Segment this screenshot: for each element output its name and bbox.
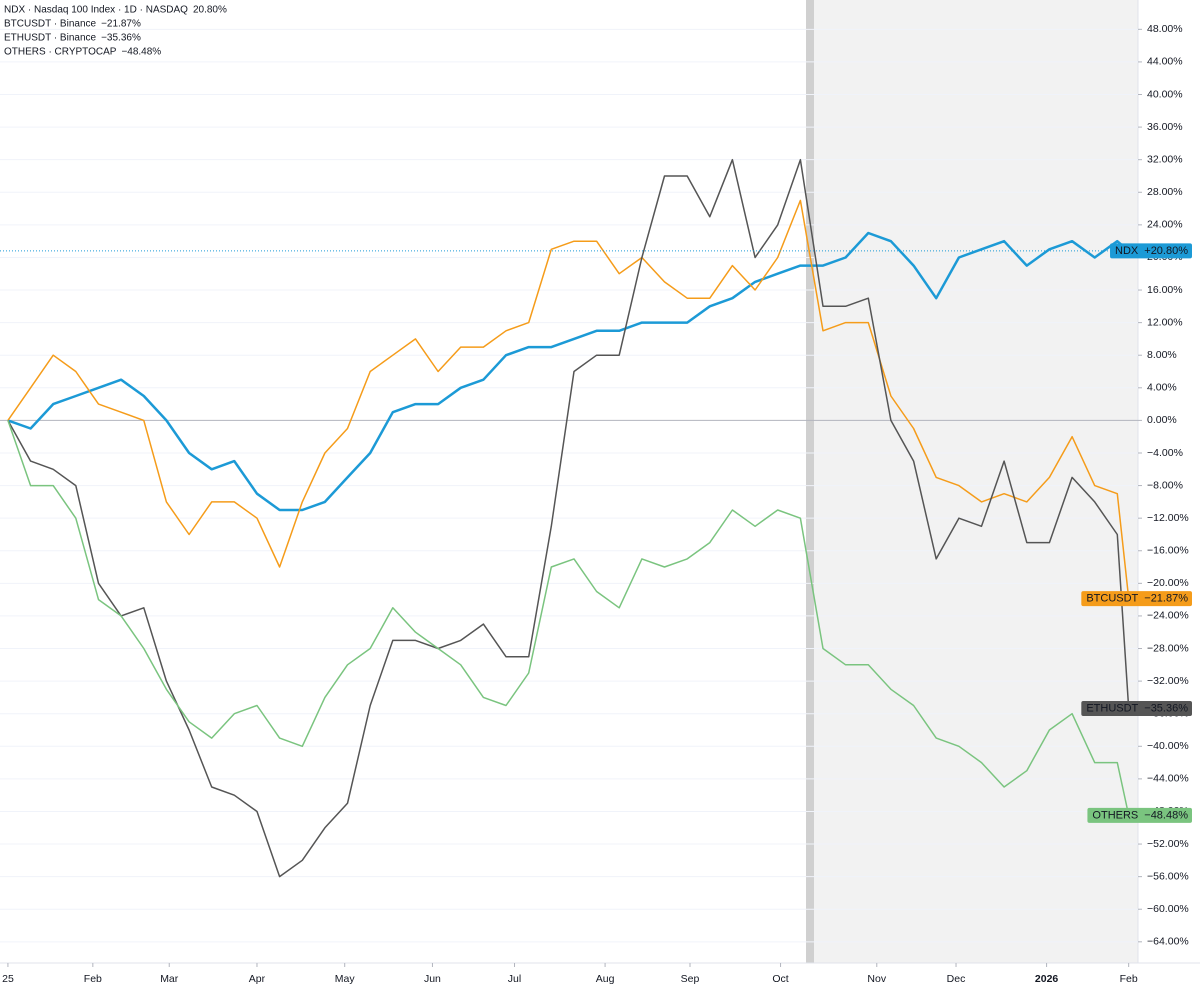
legend-value: −21.87% [101, 19, 141, 30]
y-tick-label: 12.00% [1147, 316, 1183, 328]
price-tag-value: −48.48% [1144, 809, 1188, 821]
y-tick-label: −32.00% [1147, 675, 1189, 687]
y-tick-label: 40.00% [1147, 88, 1183, 100]
y-tick-label: −24.00% [1147, 610, 1189, 622]
y-tick-label: 24.00% [1147, 219, 1183, 231]
y-tick-label: −40.00% [1147, 740, 1189, 752]
series-line [7, 231, 1130, 512]
series-line [7, 420, 1130, 816]
y-tick-label: −8.00% [1147, 479, 1183, 491]
x-tick-label: Mar [160, 973, 179, 985]
y-tick-label: 32.00% [1147, 153, 1183, 165]
legend-value: −35.36% [101, 33, 141, 44]
price-tag-name: BTCUSDT [1086, 592, 1138, 604]
x-tick-label: Aug [596, 973, 615, 985]
price-tag-name: NDX [1115, 245, 1139, 257]
x-tick-label: 2026 [1035, 973, 1059, 985]
legend-name: NDX · Nasdaq 100 Index · 1D · NASDAQ [4, 5, 188, 16]
y-tick-label: −20.00% [1147, 577, 1189, 589]
y-tick-label: 16.00% [1147, 284, 1183, 296]
y-tick-label: −52.00% [1147, 838, 1189, 850]
price-tag [1081, 591, 1192, 607]
y-tick-label: −28.00% [1147, 642, 1189, 654]
y-tick-label: −4.00% [1147, 447, 1183, 459]
y-tick-label: −16.00% [1147, 545, 1189, 557]
y-tick-label: 36.00% [1147, 121, 1183, 133]
series-line [7, 158, 1130, 878]
y-tick-label: −44.00% [1147, 773, 1189, 785]
price-tag-name: ETHUSDT [1086, 702, 1138, 714]
price-tag-value: −21.87% [1144, 592, 1188, 604]
y-tick-label: 28.00% [1147, 186, 1183, 198]
y-tick-label: −12.00% [1147, 512, 1189, 524]
price-tag [1081, 700, 1192, 716]
y-tick-label: 48.00% [1147, 23, 1183, 35]
legend-value: 20.80% [193, 5, 227, 16]
price-tag-value: +20.80% [1144, 245, 1188, 257]
legend-name: BTCUSDT · Binance [4, 19, 97, 30]
x-tick-label: Nov [867, 973, 886, 985]
y-tick-label: −56.00% [1147, 870, 1189, 882]
legend-value: −48.48% [121, 47, 161, 58]
price-tag [1087, 807, 1192, 823]
x-tick-label: Feb [1120, 973, 1138, 985]
y-tick-label: −64.00% [1147, 936, 1189, 948]
highlight-edge [806, 0, 814, 963]
series-line [7, 199, 1130, 599]
y-tick-label: 44.00% [1147, 56, 1183, 68]
y-tick-label: 0.00% [1147, 414, 1177, 426]
x-tick-label: Oct [772, 973, 788, 985]
price-tag [1110, 243, 1192, 259]
y-tick-label: −60.00% [1147, 903, 1189, 915]
x-tick-label: Jun [424, 973, 441, 985]
x-tick-label: Sep [681, 973, 700, 985]
highlight-region [806, 0, 1138, 963]
x-tick-label: 25 [2, 973, 14, 985]
x-tick-label: Jul [508, 973, 521, 985]
y-tick-label: 4.00% [1147, 382, 1177, 394]
x-tick-label: Feb [84, 973, 102, 985]
y-tick-label: 8.00% [1147, 349, 1177, 361]
x-tick-label: May [335, 973, 356, 985]
price-tag-value: −35.36% [1144, 702, 1188, 714]
price-tag-name: OTHERS [1092, 809, 1138, 821]
legend-name: ETHUSDT · Binance [4, 33, 97, 44]
x-tick-label: Apr [249, 973, 266, 985]
x-tick-label: Dec [947, 973, 966, 985]
legend-name: OTHERS · CRYPTOCAP [4, 47, 117, 58]
